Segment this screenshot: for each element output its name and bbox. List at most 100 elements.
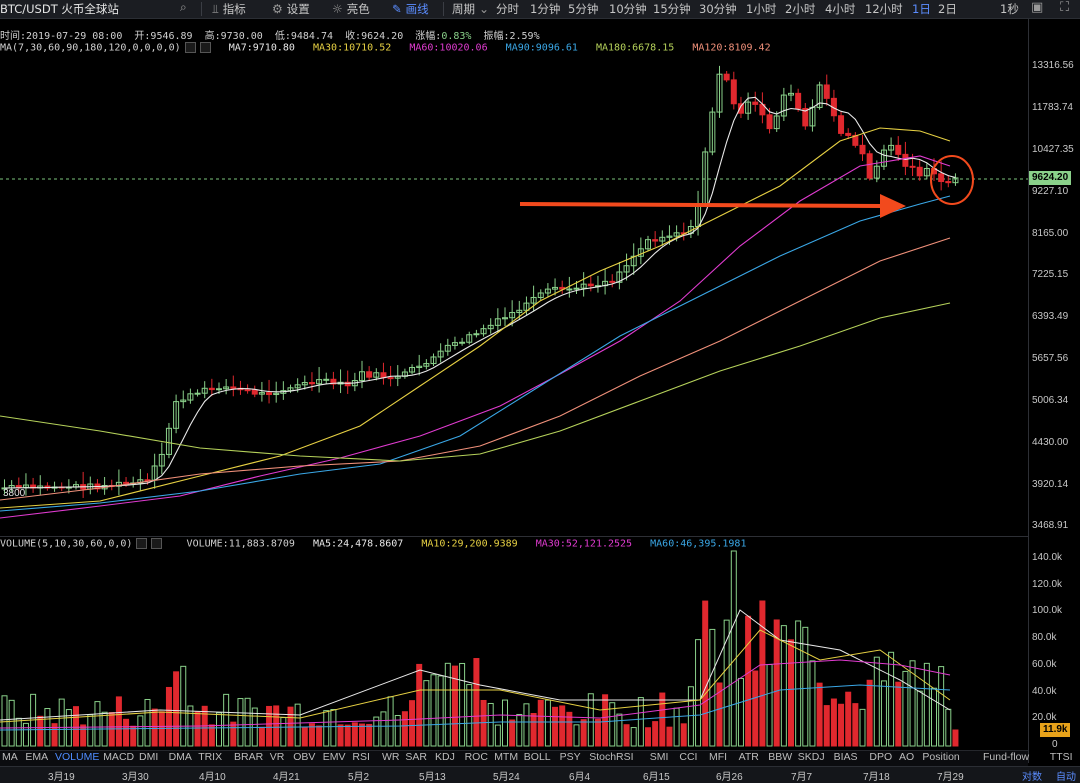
volume-chart[interactable] <box>0 550 1028 750</box>
theme-label: 亮色 <box>346 2 370 16</box>
period-tab[interactable]: 5分钟 <box>568 2 599 16</box>
candle-body <box>673 232 680 237</box>
indicator-tab[interactable]: MA <box>2 751 18 763</box>
volume-bar <box>931 687 937 747</box>
volume-bar <box>559 705 566 747</box>
candle-body <box>530 296 537 304</box>
indicators-button[interactable]: ⫫ 指标 <box>212 1 246 17</box>
candle-body <box>909 165 916 168</box>
candle-body <box>187 393 194 401</box>
indicator-tab[interactable]: ATR <box>738 751 759 763</box>
period-tab-active[interactable]: 1日 <box>912 2 931 16</box>
settings-icon[interactable] <box>184 42 196 53</box>
indicator-tab[interactable]: KDJ <box>435 751 455 763</box>
indicator-tab[interactable]: Fund-flow <box>983 751 1030 763</box>
indicator-tab[interactable]: TTSI <box>1049 751 1073 763</box>
volume-bar <box>37 715 44 747</box>
volume-bar <box>423 680 430 747</box>
candlestick-chart[interactable] <box>0 56 1028 536</box>
date-tick: 3月30 <box>122 772 149 783</box>
indicator-tab[interactable]: BIAS <box>833 751 858 763</box>
indicator-tab[interactable]: DPO <box>869 751 893 763</box>
indicator-tab[interactable]: BBW <box>768 751 793 763</box>
volume-bar <box>652 721 659 747</box>
volume-bar <box>144 698 151 747</box>
period-tab[interactable]: 2日 <box>938 2 957 16</box>
indicator-tab[interactable]: OBV <box>293 751 316 763</box>
period-tab[interactable]: 分时 <box>496 2 519 16</box>
period-tab[interactable]: 1小时 <box>746 2 777 16</box>
price-axis[interactable] <box>1028 19 1080 763</box>
volume-bar <box>838 703 845 747</box>
indicator-tab[interactable]: RSI <box>352 751 370 763</box>
search-icon[interactable]: ⌕ <box>180 0 187 14</box>
period-tab[interactable]: 1分钟 <box>530 2 561 16</box>
symbol-title[interactable]: BTC/USDT 火币全球站 <box>0 2 119 16</box>
indicator-tab-active[interactable]: VOLUME <box>55 751 100 763</box>
indicator-tab[interactable]: VR <box>269 751 285 763</box>
close-icon[interactable] <box>151 538 163 549</box>
vol-ma60-value: MA60:46,395.1981 <box>650 538 747 550</box>
volume-bar <box>473 658 480 747</box>
fullscreen-icon[interactable]: ⛶ <box>1060 0 1070 15</box>
candle-body <box>609 280 616 283</box>
camera-icon[interactable]: ▣ <box>1031 0 1044 15</box>
candle-body <box>466 334 473 343</box>
indicator-tab[interactable]: EMA <box>25 751 49 763</box>
period-tab[interactable]: 15分钟 <box>653 2 691 16</box>
period-tab[interactable]: 30分钟 <box>699 2 737 16</box>
period-tab[interactable]: 10分钟 <box>609 2 647 16</box>
indicator-tab[interactable]: PSY <box>559 751 581 763</box>
ma60-line <box>0 155 951 519</box>
log-scale-button[interactable]: 对数 <box>1022 772 1042 783</box>
close-icon[interactable] <box>199 42 211 53</box>
volume-bar <box>795 620 802 747</box>
theme-button[interactable]: ☼ 亮色 <box>332 1 370 17</box>
volume-bar <box>537 699 544 747</box>
price-tick: 13316.56 <box>1032 60 1074 71</box>
period-dropdown[interactable]: 周期 ⌄ <box>452 1 489 17</box>
candle-body <box>451 342 458 346</box>
volume-bar <box>745 615 752 747</box>
indicator-tab[interactable]: Position <box>922 751 960 763</box>
indicator-tab[interactable]: TRIX <box>198 751 223 763</box>
auto-scale-button[interactable]: 自动 <box>1056 772 1076 783</box>
period-tab[interactable]: 4小时 <box>825 2 856 16</box>
volume-bar <box>230 721 237 747</box>
volume-bar <box>623 724 630 747</box>
indicator-tab[interactable]: DMA <box>168 751 192 763</box>
seconds-label[interactable]: 1秒 <box>1000 2 1019 16</box>
pane-divider[interactable] <box>0 536 1080 537</box>
draw-label: 画线 <box>405 2 429 16</box>
indicator-tab[interactable]: SAR <box>405 751 427 763</box>
indicator-tab[interactable]: AO <box>899 751 915 763</box>
indicator-tab[interactable]: MFI <box>709 751 728 763</box>
candle-body <box>437 350 444 358</box>
indicator-tab[interactable]: StochRSI <box>589 751 634 763</box>
date-axis[interactable] <box>0 766 1080 783</box>
indicator-tab[interactable]: BRAR <box>234 751 264 763</box>
candle-body <box>852 134 859 146</box>
draw-button[interactable]: ✎ 画线 <box>392 1 429 17</box>
period-tab[interactable]: 12小时 <box>865 2 903 16</box>
indicator-tab[interactable]: MTM <box>494 751 519 763</box>
indicator-tab[interactable]: SKDJ <box>797 751 825 763</box>
candle-body <box>330 378 337 385</box>
period-tab[interactable]: 2小时 <box>785 2 816 16</box>
volume-bar <box>487 702 494 747</box>
indicator-tab[interactable]: BOLL <box>523 751 551 763</box>
indicator-tab[interactable]: ROC <box>464 751 488 763</box>
candle-body <box>509 312 516 319</box>
indicator-tab[interactable]: WR <box>382 751 400 763</box>
volume-legend-label[interactable]: VOLUME(5,10,30,60,0,0) <box>0 538 133 550</box>
indicator-tab[interactable]: DMI <box>139 751 159 763</box>
indicator-tab[interactable]: CCI <box>679 751 698 763</box>
ohlc-amplitude: 振幅:2.59% <box>483 31 540 42</box>
indicator-tab[interactable]: SMI <box>649 751 669 763</box>
indicator-tab[interactable]: MACD <box>103 751 135 763</box>
volume-bar <box>165 686 172 747</box>
settings-icon[interactable] <box>136 538 148 549</box>
indicator-tab[interactable]: EMV <box>322 751 346 763</box>
settings-button[interactable]: ⚙ 设置 <box>272 1 310 17</box>
ma-legend-label[interactable]: MA(7,30,60,90,180,120,0,0,0,0) <box>0 42 181 54</box>
